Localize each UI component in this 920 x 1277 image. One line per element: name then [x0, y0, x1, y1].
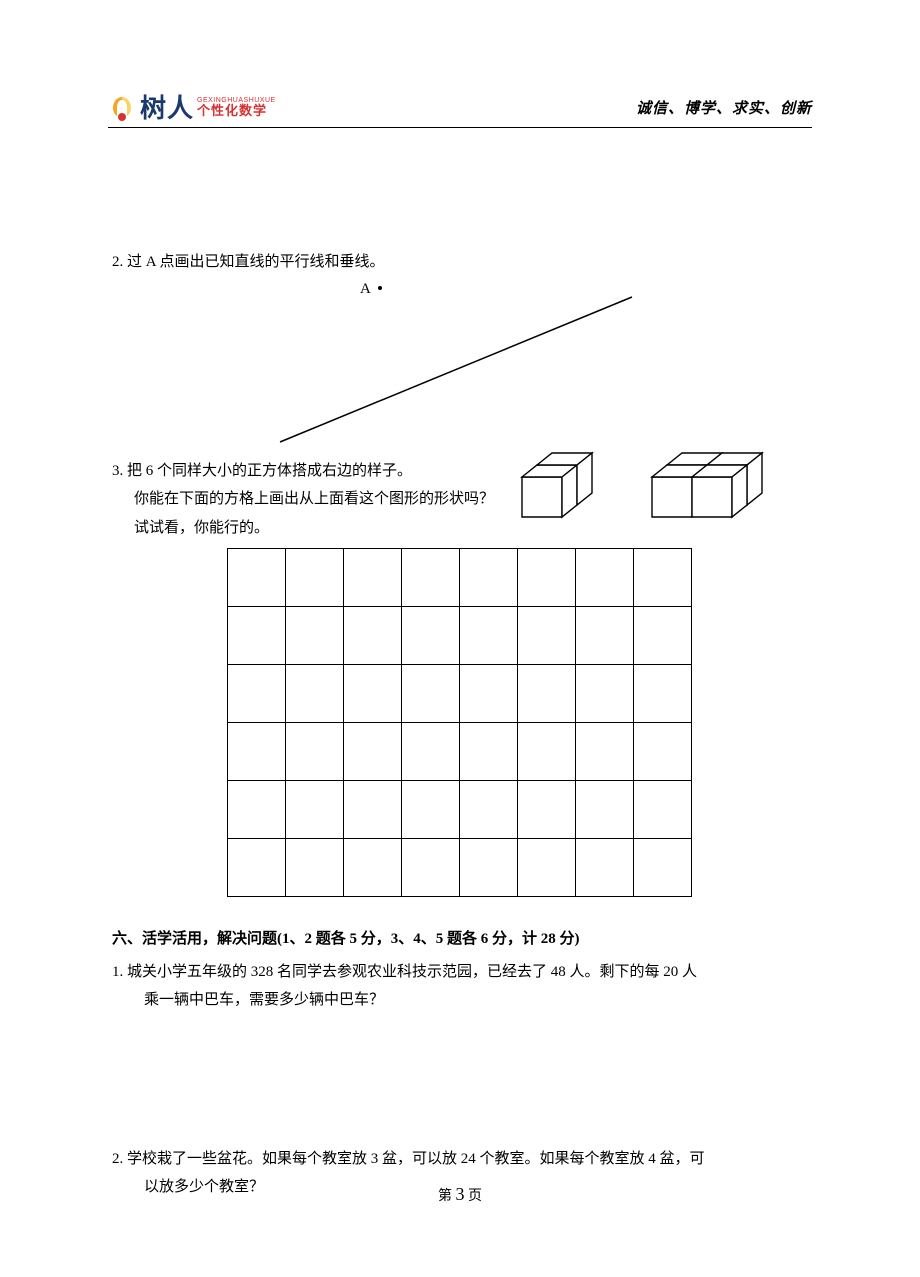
problem-1: 1. 城关小学五年级的 328 名同学去参观农业科技示范园，已经去了 48 人。…	[112, 958, 812, 1015]
grid-cell	[228, 665, 286, 723]
grid-cell	[286, 723, 344, 781]
grid-cell	[576, 607, 634, 665]
grid-cell	[344, 665, 402, 723]
q3-line3: 试试看，你能行的。	[112, 514, 512, 543]
grid-cell	[576, 839, 634, 897]
grid-cell	[344, 549, 402, 607]
q3-text: 3. 把 6 个同样大小的正方体搭成右边的样子。 你能在下面的方格上画出从上面看…	[112, 457, 512, 543]
grid-cell	[402, 665, 460, 723]
q2-point-dot	[378, 286, 382, 290]
grid-cell	[286, 781, 344, 839]
grid-cell	[576, 723, 634, 781]
grid-cell	[460, 665, 518, 723]
grid-cell	[228, 723, 286, 781]
q3-line2: 你能在下面的方格上画出从上面看这个图形的形状吗？	[112, 485, 512, 514]
logo-icon	[108, 94, 136, 122]
grid-cell	[286, 549, 344, 607]
grid-cell	[402, 839, 460, 897]
footer-suffix: 页	[465, 1189, 483, 1204]
q2-diagram: A	[232, 277, 812, 447]
grid-cell	[634, 723, 692, 781]
q3-cubes-figure	[512, 437, 822, 538]
header-motto: 诚信、博学、求实、创新	[636, 97, 812, 118]
footer-page-number: 3	[456, 1184, 465, 1204]
grid-cell	[402, 549, 460, 607]
grid-cell	[228, 839, 286, 897]
q2-text: 2. 过 A 点画出已知直线的平行线和垂线。	[112, 248, 812, 277]
grid-cell	[402, 781, 460, 839]
page-footer: 第 3 页	[0, 1184, 920, 1205]
q2-line	[280, 297, 632, 442]
grid-cell	[286, 839, 344, 897]
grid-cell	[518, 723, 576, 781]
grid-cell	[518, 607, 576, 665]
grid-cell	[634, 665, 692, 723]
logo-text: 树人 GEXINGHUASHUXUE 个性化数学	[140, 95, 276, 121]
p1-line2: 乘一辆中巴车，需要多少辆中巴车？	[112, 986, 812, 1015]
page-content: 2. 过 A 点画出已知直线的平行线和垂线。 A 3. 把 6 个同样大小的正方…	[112, 248, 812, 1206]
grid-cell	[518, 839, 576, 897]
grid-cell	[228, 781, 286, 839]
q3-line1: 3. 把 6 个同样大小的正方体搭成右边的样子。	[112, 457, 512, 486]
grid-cell	[576, 781, 634, 839]
cube-r-front-right	[692, 465, 747, 517]
grid-cell	[286, 607, 344, 665]
question-3: 3. 把 6 个同样大小的正方体搭成右边的样子。 你能在下面的方格上画出从上面看…	[112, 457, 812, 898]
q3-grid-wrap	[227, 548, 812, 897]
page-header: 树人 GEXINGHUASHUXUE 个性化数学 诚信、博学、求实、创新	[108, 88, 812, 128]
grid-cell	[344, 839, 402, 897]
grid-cell	[518, 549, 576, 607]
grid-cell	[460, 549, 518, 607]
grid-cell	[228, 607, 286, 665]
q3-grid	[227, 548, 692, 897]
grid-cell	[402, 607, 460, 665]
section6-title: 六、活学活用，解决问题(1、2 题各 5 分，3、4、5 题各 6 分，计 28…	[112, 925, 812, 954]
grid-cell	[634, 607, 692, 665]
grid-cell	[576, 549, 634, 607]
cube-left-bottom	[522, 465, 577, 517]
grid-cell	[460, 723, 518, 781]
grid-cell	[402, 723, 460, 781]
grid-cell	[634, 549, 692, 607]
question-2: 2. 过 A 点画出已知直线的平行线和垂线。 A	[112, 248, 812, 447]
p2-line1: 2. 学校栽了一些盆花。如果每个教室放 3 盆，可以放 24 个教室。如果每个教…	[112, 1145, 812, 1174]
grid-cell	[460, 607, 518, 665]
grid-cell	[576, 665, 634, 723]
logo: 树人 GEXINGHUASHUXUE 个性化数学	[108, 94, 276, 122]
logo-main-text: 树人	[140, 95, 194, 121]
grid-cell	[518, 665, 576, 723]
grid-cell	[634, 781, 692, 839]
grid-cell	[286, 665, 344, 723]
grid-cell	[460, 839, 518, 897]
grid-cell	[344, 781, 402, 839]
section-6: 六、活学活用，解决问题(1、2 题各 5 分，3、4、5 题各 6 分，计 28…	[112, 925, 812, 1202]
footer-prefix: 第	[438, 1189, 456, 1204]
logo-sub-text: 个性化数学	[197, 104, 276, 117]
grid-cell	[228, 549, 286, 607]
q2-point-label: A	[360, 281, 371, 297]
grid-cell	[344, 607, 402, 665]
grid-cell	[344, 723, 402, 781]
grid-cell	[460, 781, 518, 839]
p1-line1: 1. 城关小学五年级的 328 名同学去参观农业科技示范园，已经去了 48 人。…	[112, 958, 812, 987]
grid-cell	[518, 781, 576, 839]
grid-cell	[634, 839, 692, 897]
